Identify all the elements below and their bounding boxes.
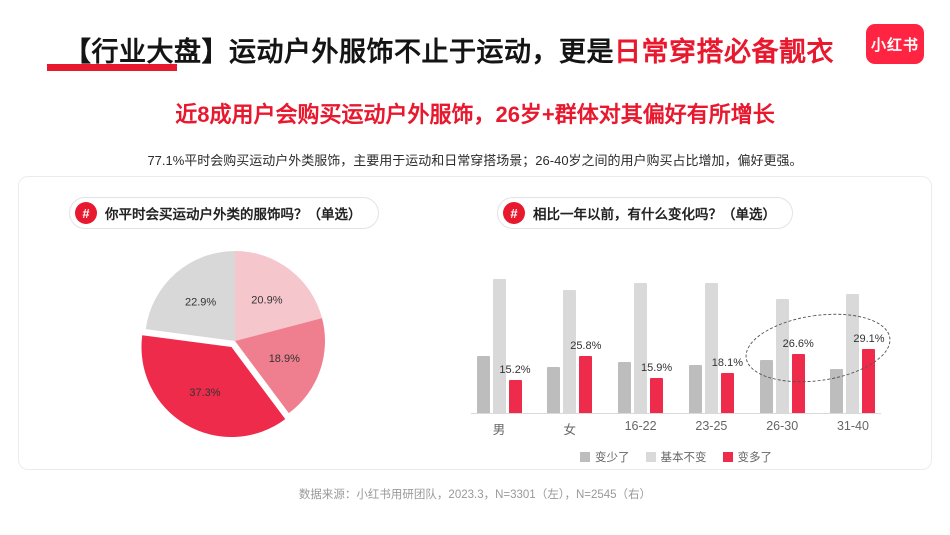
bar-question-badge: # 相比一年以前，有什么变化吗？（单选）	[497, 197, 793, 229]
charts-card: # 你平时会买运动户外类的服饰吗？（单选） # 相比一年以前，有什么变化吗？（单…	[18, 176, 932, 470]
bar-series-1	[563, 289, 577, 413]
bar-series-2: 26.6%	[783, 338, 814, 413]
bar-series-2: 29.1%	[853, 333, 885, 413]
bar-series-2: 25.8%	[570, 340, 601, 413]
hash-icon: #	[503, 202, 525, 224]
bar-series-1	[492, 278, 506, 413]
bar-group: 18.1%	[683, 263, 743, 413]
pie-slice	[145, 251, 235, 341]
bar-categories: 男 女 16-22 23-25 26-30 31-40	[471, 419, 881, 438]
bar-value-label: 25.8%	[570, 340, 602, 353]
xiaohongshu-logo: 小红书	[866, 24, 924, 64]
bar-legend: 变少了 基本不变 变多了	[471, 449, 881, 465]
bar-question-text: 相比一年以前，有什么变化吗？（单选）	[533, 207, 776, 222]
title-underline	[47, 64, 177, 71]
pie-question-badge: # 你平时会买运动户外类的服饰吗？（单选）	[69, 197, 379, 229]
legend-item: 变少了	[580, 449, 630, 465]
legend-label: 变少了	[595, 452, 630, 464]
bar-value-label: 18.1%	[711, 357, 743, 370]
bar-group: 26.6%	[754, 263, 814, 413]
bar-series-1	[846, 294, 860, 413]
bar-value-label: 15.9%	[640, 362, 673, 375]
bar-value-label: 29.1%	[853, 332, 885, 345]
category-label: 31-40	[836, 419, 869, 433]
bar-value-label: 26.6%	[782, 338, 814, 351]
bar-series-2: 15.2%	[499, 364, 531, 413]
category-label: 26-30	[766, 419, 799, 433]
bar-series-0	[547, 366, 561, 413]
legend-label: 变多了	[737, 452, 773, 464]
pie-question-text: 你平时会买运动户外类的服饰吗？（单选）	[105, 207, 362, 222]
pie-slice-label: 20.9%	[251, 295, 282, 307]
pie-slice-label: 37.3%	[189, 387, 220, 399]
category-label: 23-25	[695, 419, 728, 433]
pie-chart: 20.9% 18.9% 37.3% 22.9%	[141, 251, 325, 438]
bar-series-1	[704, 283, 718, 413]
pie-slice-label: 22.9%	[185, 297, 216, 309]
description: 77.1%平时会购买运动户外类服饰，主要用于运动和日常穿搭场景；26-40岁之间…	[147, 153, 803, 168]
subtitle: 近8成用户会购买运动户外服饰，26岁+群体对其偏好有所增长	[175, 102, 775, 127]
legend-item: 变多了	[722, 449, 773, 465]
legend-item: 基本不变	[645, 449, 707, 465]
bar-chart: 15.2% 25.8% 15.9% 18.1% 26.6% 29.1%	[471, 263, 885, 414]
hash-icon: #	[75, 202, 97, 224]
bar-series-0	[618, 362, 632, 413]
pie-slice	[235, 318, 325, 414]
bar-series-0	[688, 364, 702, 413]
bar-series-1	[634, 283, 648, 413]
bar-series-1	[775, 298, 789, 413]
pie-slice-label: 18.9%	[269, 353, 300, 365]
bar-series-0	[476, 355, 490, 413]
bar-series-2: 15.9%	[641, 362, 672, 413]
legend-label: 基本不变	[660, 452, 707, 464]
bar-group: 15.2%	[471, 263, 531, 413]
bar-group: 15.9%	[613, 263, 672, 413]
bar-group: 29.1%	[825, 263, 885, 413]
bar-group: 25.8%	[542, 263, 601, 413]
pie-slice	[141, 335, 286, 438]
bar-series-0	[759, 360, 773, 413]
legend-swatch	[722, 452, 733, 462]
bar-series-0	[830, 369, 844, 413]
title-highlight: 日常穿搭必备靓衣	[614, 37, 834, 67]
legend-swatch	[645, 452, 656, 462]
category-label: 16-22	[624, 419, 657, 433]
page-title: 【行业大盘】运动户外服饰不止于运动，更是日常穿搭必备靓衣	[64, 30, 834, 69]
title-main: 【行业大盘】运动户外服饰不止于运动，更是	[64, 37, 614, 67]
data-source: 数据来源：小红书用研团队，2023.3，N=3301（左），N=2545（右）	[298, 489, 652, 501]
pie-slice	[235, 251, 323, 341]
category-label: 男	[492, 423, 506, 437]
category-label: 女	[563, 423, 577, 437]
bar-series-2: 18.1%	[712, 357, 743, 413]
legend-swatch	[580, 452, 590, 462]
bar-value-label: 15.2%	[499, 363, 531, 376]
